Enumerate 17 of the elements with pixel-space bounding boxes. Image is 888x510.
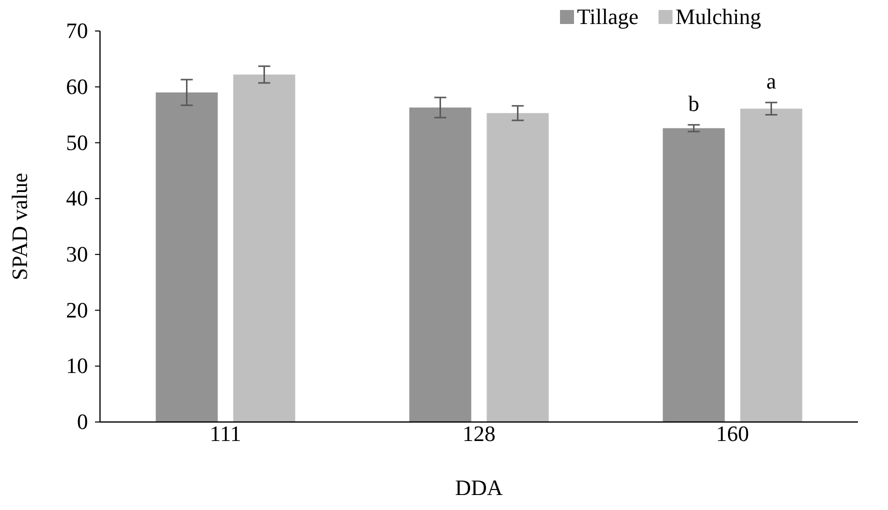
x-axis-title: DDA (455, 475, 503, 500)
legend-label: Mulching (676, 4, 762, 29)
y-tick-label: 70 (66, 18, 88, 44)
x-tick-label: 128 (462, 421, 496, 446)
y-tick-label: 40 (66, 186, 88, 211)
y-axis-title: SPAD value (7, 172, 32, 280)
y-tick-label: 50 (66, 130, 88, 155)
annotation: b (688, 90, 700, 116)
y-tick-label: 60 (66, 74, 88, 99)
y-tick-label: 30 (66, 241, 88, 266)
y-tick-label: 20 (66, 297, 88, 322)
x-tick-label: 111 (210, 421, 242, 446)
y-tick-label: 0 (77, 409, 88, 434)
y-tick-label: 10 (66, 353, 88, 378)
x-tick-label: 160 (716, 421, 750, 446)
annotation: a (766, 68, 776, 94)
legend-label: Tillage (577, 4, 639, 29)
